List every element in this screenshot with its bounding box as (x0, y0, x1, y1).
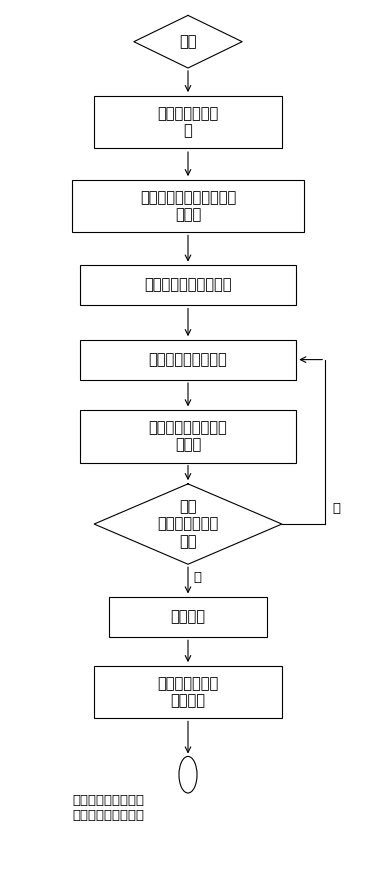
Polygon shape (94, 484, 282, 564)
Text: 决定各类所包含
的节点号: 决定各类所包含 的节点号 (158, 676, 218, 708)
Text: 开始: 开始 (179, 34, 197, 49)
Bar (80, 265, 296, 305)
Bar (109, 597, 267, 637)
Bar (94, 666, 282, 718)
Text: 画聚类图: 画聚类图 (170, 609, 206, 625)
Text: 计算各类的电气距离: 计算各类的电气距离 (149, 352, 227, 367)
Bar (80, 340, 296, 379)
Bar (73, 180, 303, 232)
Text: 否: 否 (332, 502, 340, 516)
Text: 类的
个数是否满足设
定値: 类的 个数是否满足设 定値 (158, 499, 218, 549)
Text: 将各节点分别看成一类: 将各节点分别看成一类 (144, 277, 232, 292)
Polygon shape (134, 15, 242, 68)
Text: 将电气距离较近的合
成一类: 将电气距离较近的合 成一类 (149, 420, 227, 452)
Text: 利用广域电压进行故
障线路的判断和测距: 利用广域电压进行故 障线路的判断和测距 (73, 795, 144, 823)
Bar (80, 410, 296, 463)
Circle shape (179, 757, 197, 793)
Bar (94, 96, 282, 149)
Text: 是: 是 (193, 571, 202, 584)
Text: 进行标准化处理，取电压
标么値: 进行标准化处理，取电压 标么値 (140, 190, 236, 223)
Text: 采集故障电压分
量: 采集故障电压分 量 (158, 106, 218, 138)
